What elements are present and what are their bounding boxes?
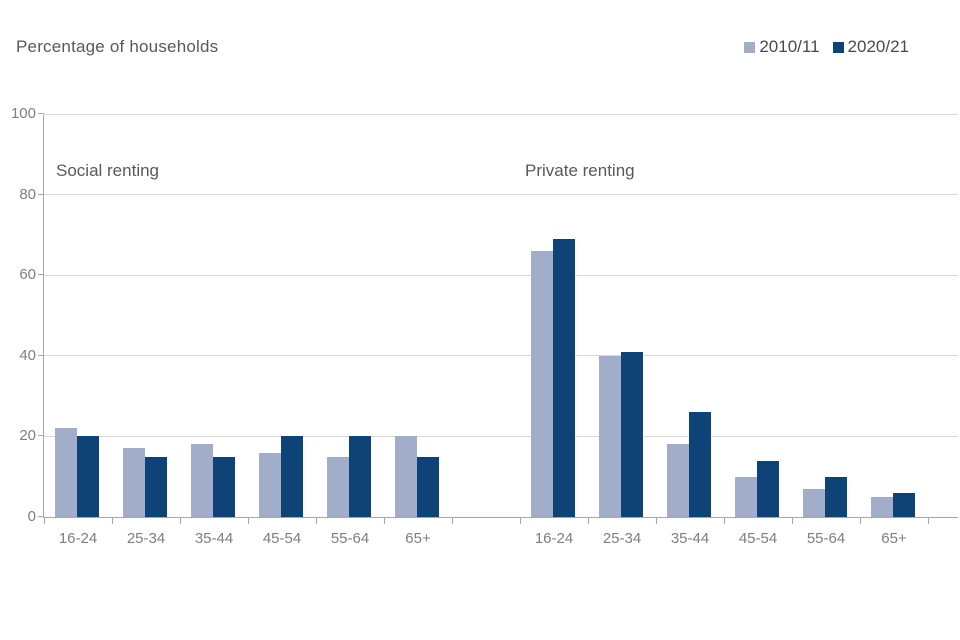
x-axis-label-social-renting-35-44: 35-44 — [194, 530, 234, 547]
x-axis-tick-9 — [656, 518, 657, 524]
bar-private-renting-25-34-2020-21 — [621, 352, 643, 517]
y-axis-label-60: 60 — [19, 266, 36, 284]
y-axis-tick-40 — [38, 354, 44, 356]
legend-swatch-2010-11 — [744, 41, 756, 53]
bar-private-renting-45-54-2010-11 — [735, 477, 757, 517]
x-axis-tick-10 — [724, 518, 725, 524]
legend: 2010/11 2020/21 — [744, 37, 909, 57]
bar-private-renting-25-34-2010-11 — [599, 356, 621, 517]
x-axis-tick-13 — [928, 518, 929, 524]
y-axis-label-80: 80 — [19, 185, 36, 203]
bar-social-renting-45-54-2010-11 — [259, 453, 281, 517]
legend-swatch-2020-21 — [832, 41, 844, 53]
bar-social-renting-25-34-2010-11 — [123, 448, 145, 517]
bar-social-renting-25-34-2020-21 — [145, 457, 167, 517]
bar-private-renting-45-54-2020-21 — [757, 461, 779, 517]
x-axis-label-private-renting-45-54: 45-54 — [738, 530, 778, 547]
y-axis-tick-20 — [38, 435, 44, 437]
bar-private-renting-16-24-2020-21 — [553, 239, 575, 517]
x-axis-label-private-renting-55-64: 55-64 — [806, 530, 846, 547]
bar-private-renting-55-64-2010-11 — [803, 489, 825, 517]
x-axis-label-social-renting-16-24: 16-24 — [58, 530, 98, 547]
legend-label-2010-11: 2010/11 — [759, 37, 820, 56]
group-label-private-renting: Private renting — [525, 161, 635, 180]
y-axis-label-40: 40 — [19, 346, 36, 364]
y-axis-tick-0 — [38, 516, 44, 517]
y-axis-tick-100 — [38, 113, 44, 114]
bar-social-renting-35-44-2020-21 — [213, 457, 235, 517]
x-axis-tick-12 — [860, 518, 861, 524]
x-axis-tick-7 — [520, 518, 521, 524]
bar-social-renting-16-24-2010-11 — [55, 428, 77, 517]
x-axis-label-social-renting-65: 65+ — [405, 530, 431, 547]
bar-social-renting-65-2010-11 — [395, 436, 417, 517]
bar-social-renting-55-64-2010-11 — [327, 457, 349, 517]
x-axis-label-private-renting-35-44: 35-44 — [670, 530, 710, 547]
group-label-social-renting: Social renting — [56, 161, 160, 180]
gridline-20 — [44, 435, 958, 437]
y-axis-tick-60 — [38, 274, 44, 276]
y-axis-label-0: 0 — [27, 508, 36, 525]
y-axis-tick-80 — [38, 193, 44, 195]
x-axis-tick-2 — [180, 518, 181, 524]
x-axis-tick-3 — [248, 518, 249, 524]
bar-private-renting-16-24-2010-11 — [531, 251, 553, 517]
x-axis-label-social-renting-45-54: 45-54 — [262, 530, 302, 547]
bar-private-renting-35-44-2010-11 — [667, 444, 689, 517]
gridline-60 — [44, 274, 958, 276]
x-axis-label-private-renting-25-34: 25-34 — [602, 530, 642, 547]
x-axis-tick-6 — [452, 518, 453, 524]
x-axis-tick-11 — [792, 518, 793, 524]
bar-social-renting-45-54-2020-21 — [281, 436, 303, 517]
legend-item-2010-11: 2010/11 — [744, 37, 820, 57]
x-axis-label-social-renting-25-34: 25-34 — [126, 530, 166, 547]
gridline-40 — [44, 355, 958, 357]
gridline-80 — [44, 194, 958, 196]
legend-label-2020-21: 2020/21 — [847, 37, 909, 56]
bar-social-renting-65-2020-21 — [417, 457, 439, 517]
x-axis-tick-4 — [316, 518, 317, 524]
bar-social-renting-55-64-2020-21 — [349, 436, 371, 517]
x-axis-label-private-renting-65: 65+ — [881, 530, 907, 547]
x-axis-tick-8 — [588, 518, 589, 524]
chart-title: Percentage of households — [16, 37, 219, 56]
y-axis-label-20: 20 — [19, 427, 36, 445]
x-axis-tick-0 — [44, 518, 45, 524]
y-axis-label-100: 100 — [10, 105, 36, 122]
plot-area: 0 20 40 60 80 100 Social renting 16-24 25-34 35-4… — [11, 106, 958, 547]
bar-private-renting-35-44-2020-21 — [689, 412, 711, 517]
gridline-100 — [44, 113, 958, 115]
x-axis-tick-1 — [112, 518, 113, 524]
bar-private-renting-55-64-2020-21 — [825, 477, 847, 517]
bar-social-renting-16-24-2020-21 — [77, 436, 99, 517]
bar-private-renting-65-2010-11 — [871, 497, 893, 517]
x-axis-label-private-renting-16-24: 16-24 — [534, 530, 574, 547]
bar-private-renting-65-2020-21 — [893, 493, 915, 517]
x-axis-tick-5 — [384, 518, 385, 524]
x-axis-label-social-renting-55-64: 55-64 — [330, 530, 370, 547]
bar-social-renting-35-44-2010-11 — [191, 444, 213, 517]
legend-item-2020-21: 2020/21 — [832, 37, 909, 57]
